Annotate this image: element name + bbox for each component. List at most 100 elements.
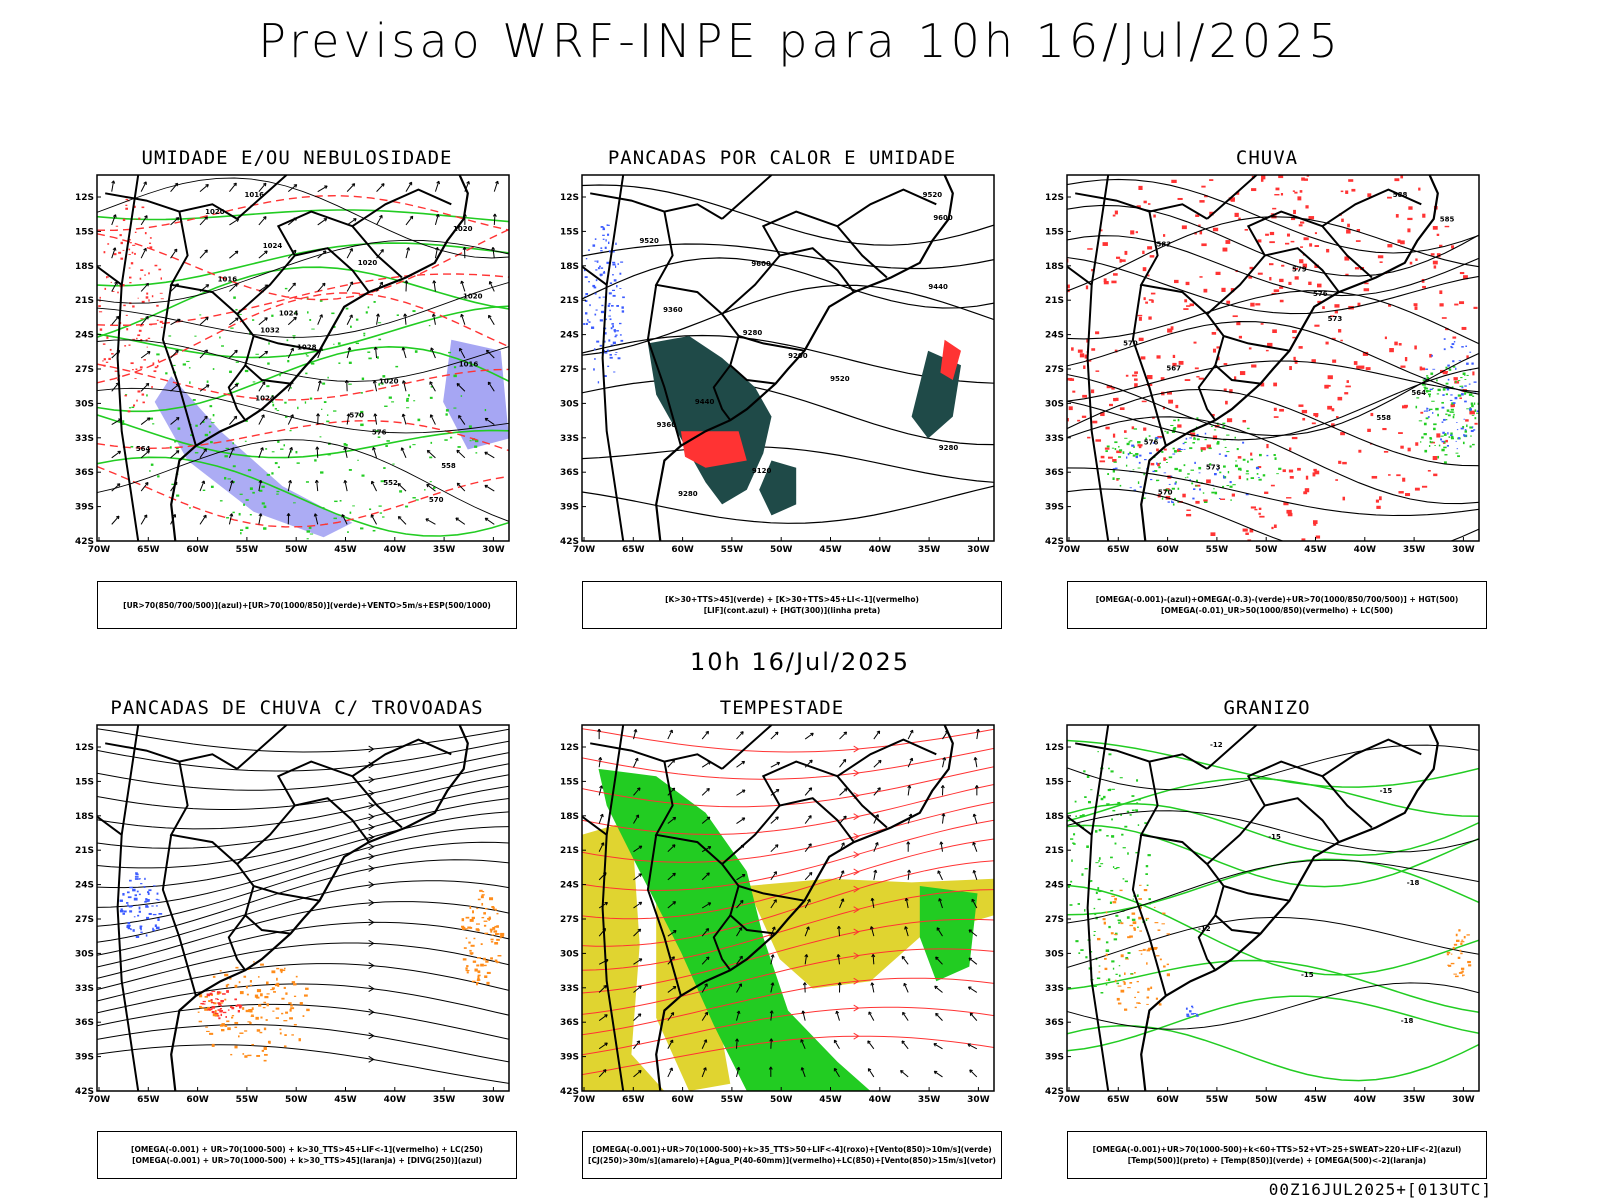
border-line: [590, 742, 723, 770]
wind850-green-area: [598, 768, 871, 1091]
lat-label: 24S: [75, 331, 94, 341]
lat-label: 30S: [560, 399, 579, 409]
li-red-area: [940, 339, 961, 380]
lon-label: 65W: [622, 545, 645, 555]
contour-label: 1016: [244, 191, 264, 199]
map-content: -12-15-15-18-12-15-18: [1067, 725, 1479, 1091]
border-line: [236, 725, 288, 770]
contour-label: 564: [136, 445, 151, 453]
border-line: [276, 760, 403, 829]
border-line: [116, 725, 140, 1091]
lat-label: 33S: [75, 984, 94, 994]
border-line: [712, 364, 732, 421]
border-line: [721, 863, 805, 902]
contour-label: 564: [1411, 389, 1426, 397]
panel-legend: [OMEGA(-0.001)+UR>70(1000-500)+k<60+TTS>…: [1067, 1131, 1487, 1179]
lat-label: 27S: [560, 915, 579, 925]
border-line: [836, 188, 937, 228]
contour-label: 558: [441, 462, 456, 470]
contour-label: 1016: [218, 276, 238, 284]
map-background: [1067, 725, 1479, 1091]
contour-label: -18: [1407, 879, 1420, 887]
map-background: [97, 175, 509, 541]
border-line: [1131, 834, 1167, 997]
lon-label: 65W: [1107, 1095, 1130, 1105]
map-content: 9520 9600 9520 9600 9440 9360 9280 9200 9520 9440…: [582, 175, 994, 541]
panel-trovoadas: PANCADAS DE CHUVA C/ TROVOADAS 12S 15S 18S 2…: [67, 697, 517, 1179]
map-content: [582, 725, 994, 1091]
lat-label: 21S: [75, 846, 94, 856]
lat-label: 15S: [75, 227, 94, 237]
border-line: [351, 738, 452, 778]
border-line: [169, 211, 238, 315]
border-line: [601, 725, 625, 1091]
border-line: [582, 815, 608, 836]
contour-label: 9520: [639, 237, 659, 245]
contour-label: 570: [429, 496, 444, 504]
lon-label: 50W: [285, 1095, 308, 1105]
border-line: [1206, 247, 1340, 315]
border-line: [1197, 364, 1217, 421]
lon-label: 30W: [482, 1095, 505, 1105]
border-line: [646, 284, 682, 447]
lat-label: 15S: [1045, 777, 1064, 787]
panel-legend: [UR>70(850/700/500)](azul)+[UR>70(1000/8…: [97, 581, 517, 629]
moisture-green-speckles: [121, 287, 487, 540]
contour-label: 9200: [788, 352, 808, 360]
lon-label: 45W: [334, 545, 357, 555]
map-background: [1067, 175, 1479, 541]
lat-label: 24S: [1045, 881, 1064, 891]
border-line: [761, 210, 888, 279]
contour-label: 1020: [463, 293, 483, 301]
lon-label: 55W: [721, 1095, 744, 1105]
lon-label: 60W: [671, 1095, 694, 1105]
contour-label: 567: [1166, 364, 1181, 372]
lon-label: 40W: [384, 545, 407, 555]
lat-label: 15S: [1045, 227, 1064, 237]
legend-line: [OMEGA(-0.001)-(azul)+OMEGA(-0.3)-(verde…: [1095, 595, 1459, 604]
jet-yellow-area: [582, 820, 665, 1091]
contour-label: 9360: [657, 421, 677, 429]
contour-label: 9520: [830, 375, 850, 383]
panel-granizo: GRANIZO -12 -15 -15 -18 -12 -15 -18 12S 15S 18S 21S…: [1037, 697, 1487, 1179]
lat-label: 27S: [75, 365, 94, 375]
lat-label: 36S: [560, 468, 579, 478]
lat-label: 24S: [560, 331, 579, 341]
lat-label: 42S: [75, 537, 94, 547]
border-line: [161, 284, 197, 447]
valid-time-label: 10h 16/Jul/2025: [689, 648, 911, 676]
lat-label: 30S: [1045, 949, 1064, 959]
contour-label: -18: [1401, 1017, 1414, 1025]
lat-label: 30S: [560, 949, 579, 959]
lon-label: 30W: [482, 545, 505, 555]
border-line: [1197, 914, 1217, 971]
lon-label: 55W: [1206, 545, 1229, 555]
contour-label: -15: [1380, 787, 1393, 795]
lon-label: 55W: [236, 545, 259, 555]
lat-label: 33S: [75, 434, 94, 444]
contour-label: 576: [1144, 439, 1159, 447]
omega500-orange: [1446, 929, 1472, 978]
border-line: [1206, 797, 1340, 865]
border-line: [601, 175, 625, 541]
lon-label: 70W: [88, 545, 111, 555]
border-line: [244, 335, 291, 385]
border-line: [729, 335, 776, 385]
lat-label: 12S: [1045, 743, 1064, 753]
country-borders: [97, 175, 469, 541]
instability-teal-area: [759, 460, 797, 516]
legend-line: [OMEGA(-0.001)+UR>70(1000-500)+k>35_TTS>…: [592, 1145, 992, 1154]
lat-label: 33S: [560, 434, 579, 444]
contour-label: 576: [1313, 290, 1328, 298]
lon-label: 65W: [1107, 545, 1130, 555]
map-frame: [581, 174, 995, 542]
li-red-area: [680, 431, 747, 468]
panel-chuva: CHUVA 588 585 582 579 576 573 570 567 564 558 576 57…: [1037, 147, 1487, 629]
lon-label: 45W: [1304, 545, 1327, 555]
lat-label: 36S: [75, 468, 94, 478]
